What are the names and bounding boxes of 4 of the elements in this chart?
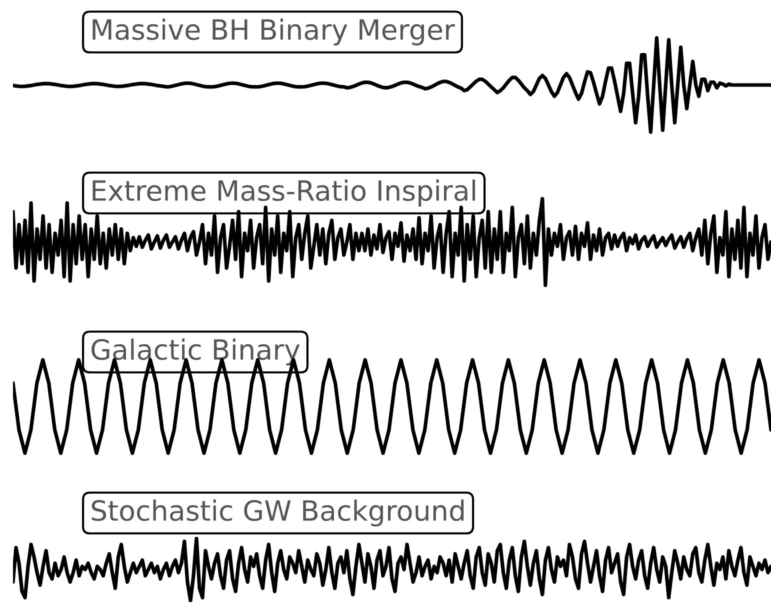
chart-title: Massive BH Binary Merger <box>92 18 456 46</box>
chart-title: Stochastic GW Background <box>92 500 464 526</box>
chart-title: Extreme Mass-Ratio Inspiral <box>92 180 476 206</box>
chart-title: Galactic Binary <box>92 338 300 366</box>
